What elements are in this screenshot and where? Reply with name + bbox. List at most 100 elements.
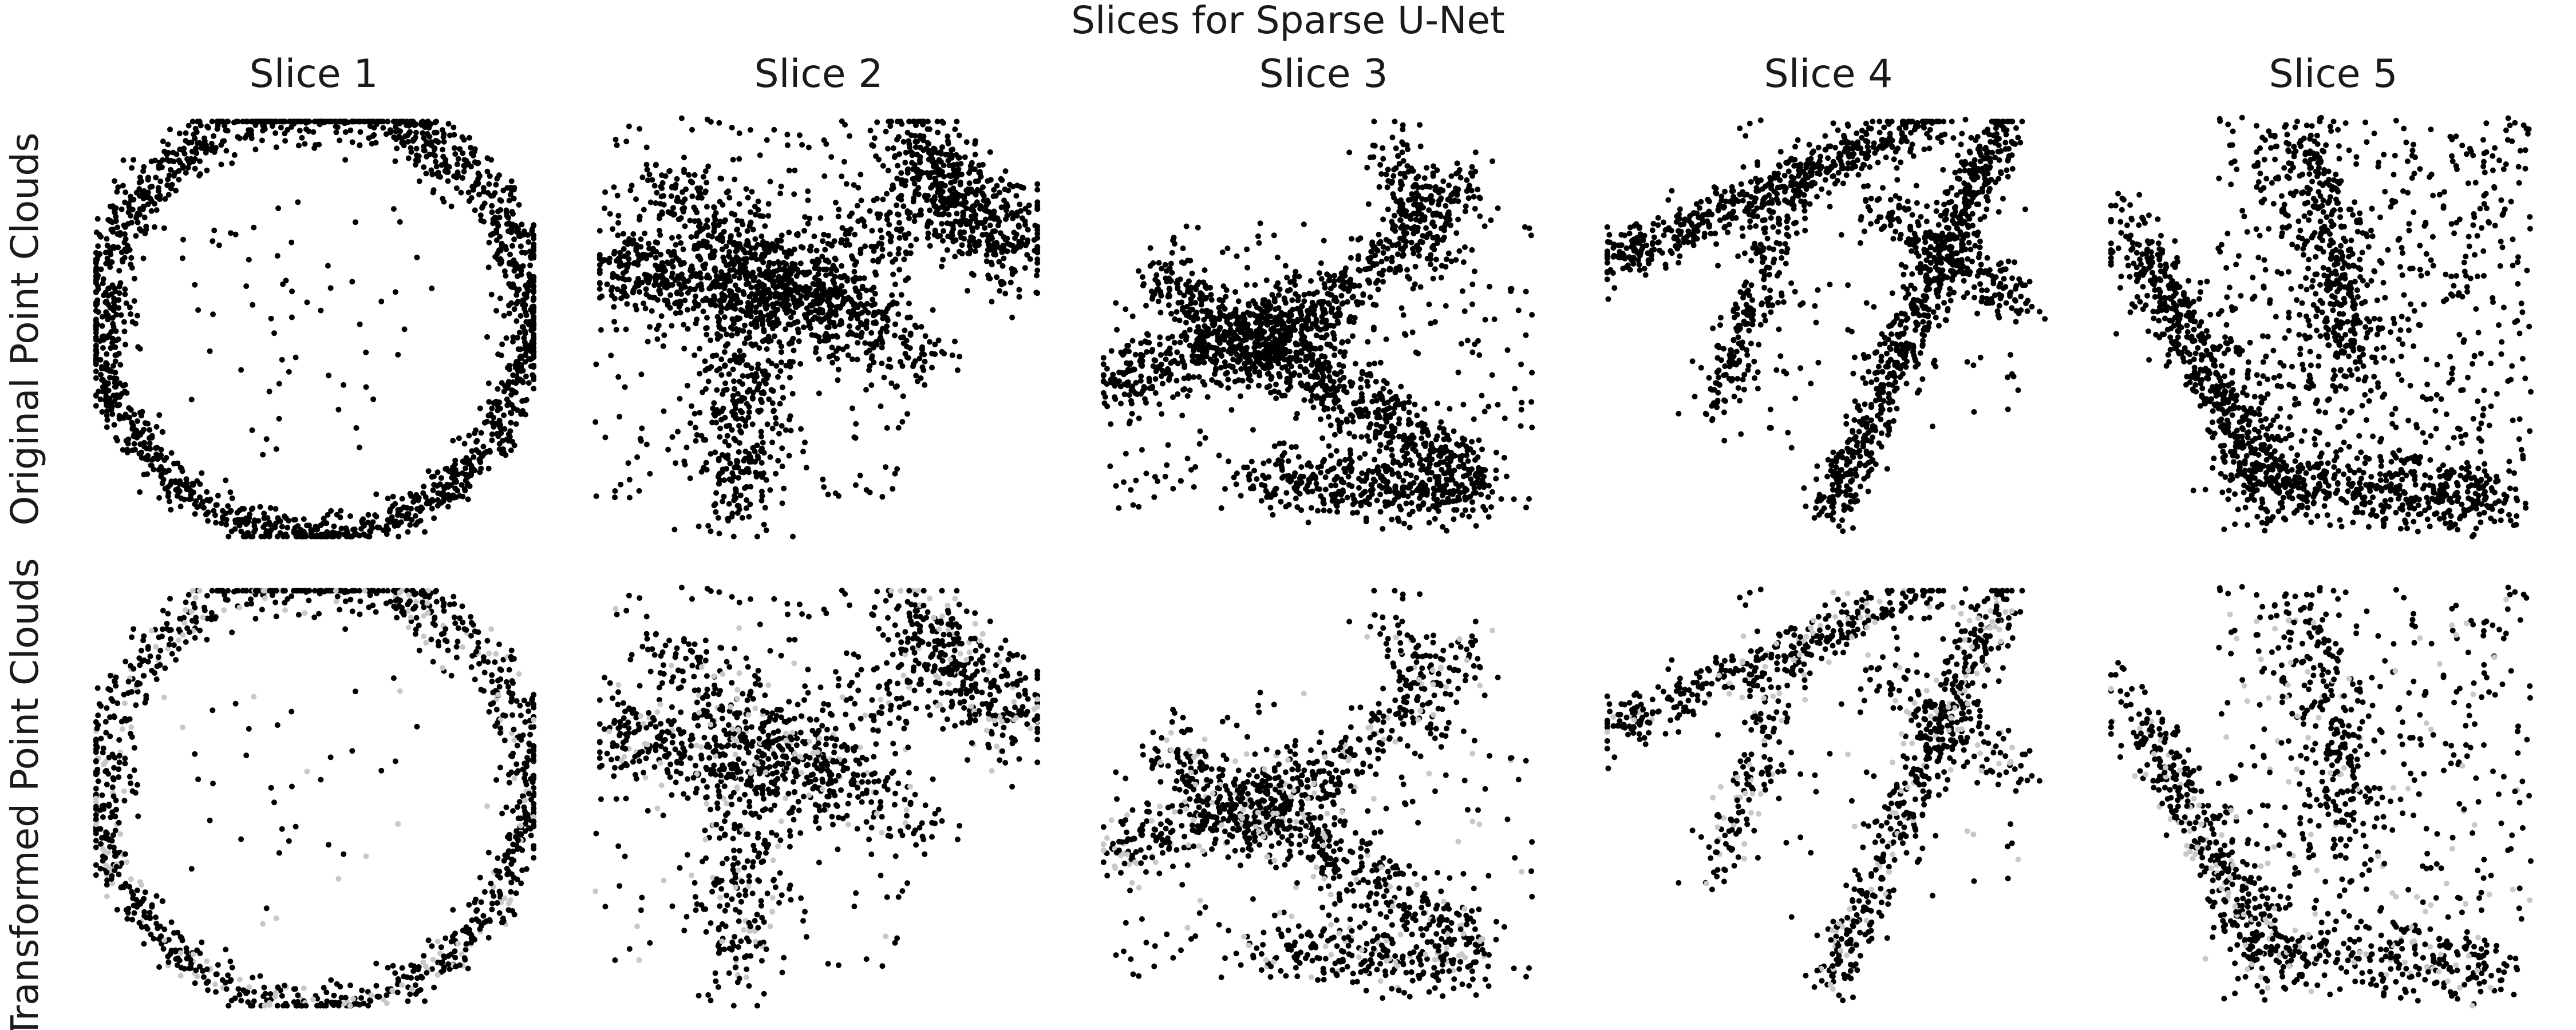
point — [729, 332, 735, 338]
point — [420, 118, 426, 125]
point — [495, 386, 501, 392]
point — [409, 517, 415, 523]
point — [180, 163, 186, 169]
point — [968, 234, 974, 240]
point — [186, 160, 192, 166]
point — [411, 136, 417, 142]
point — [952, 202, 958, 208]
point — [116, 413, 123, 419]
point — [614, 142, 620, 148]
point — [196, 118, 203, 125]
point — [405, 138, 411, 145]
point — [1182, 386, 1188, 392]
point — [681, 154, 687, 161]
point — [758, 433, 764, 439]
point — [997, 189, 1002, 196]
point — [100, 276, 106, 282]
point — [1390, 410, 1397, 416]
point — [744, 497, 750, 503]
point — [97, 356, 104, 363]
point — [1323, 318, 1329, 324]
point — [123, 300, 129, 306]
point — [129, 220, 135, 225]
point — [501, 389, 507, 395]
point — [123, 438, 129, 444]
point — [987, 222, 993, 228]
point — [279, 524, 285, 530]
point — [152, 224, 157, 230]
point — [746, 409, 752, 415]
point — [881, 374, 887, 381]
point — [823, 141, 829, 147]
point — [768, 338, 774, 344]
point — [813, 247, 820, 253]
point — [922, 358, 928, 365]
point — [895, 163, 901, 169]
point — [659, 180, 666, 186]
point — [365, 512, 372, 518]
point — [777, 401, 783, 407]
point — [333, 118, 339, 125]
point — [811, 233, 817, 240]
point — [1017, 201, 1023, 208]
point — [213, 520, 219, 526]
point — [835, 213, 841, 220]
point — [692, 286, 698, 292]
point — [122, 231, 128, 237]
point — [653, 255, 659, 261]
point — [311, 145, 318, 151]
point — [484, 168, 491, 175]
point — [413, 492, 420, 498]
point — [863, 387, 869, 393]
point — [767, 487, 773, 493]
point — [93, 269, 99, 275]
point — [1034, 260, 1041, 266]
point — [183, 138, 189, 144]
point — [743, 505, 749, 512]
point — [746, 294, 753, 300]
point — [855, 324, 861, 331]
point — [870, 258, 876, 264]
point — [113, 205, 119, 211]
point — [607, 211, 613, 217]
point — [485, 465, 492, 472]
point — [681, 458, 688, 465]
point — [769, 325, 776, 331]
point — [860, 303, 867, 309]
point — [894, 383, 900, 389]
point — [892, 153, 898, 159]
point — [927, 207, 933, 213]
point — [909, 160, 915, 166]
point — [1285, 387, 1291, 393]
point — [1169, 249, 1175, 256]
point — [889, 292, 895, 298]
point — [434, 483, 440, 489]
point — [383, 131, 389, 137]
point — [1327, 322, 1333, 328]
point — [855, 218, 862, 224]
column-title-slice-3: Slice 3 — [1259, 52, 1388, 97]
point — [429, 286, 435, 291]
point — [167, 498, 172, 505]
point — [1138, 373, 1144, 379]
point — [1313, 316, 1319, 323]
point — [109, 291, 114, 298]
point — [888, 239, 894, 245]
point — [98, 371, 104, 378]
point — [484, 334, 490, 340]
point — [899, 419, 906, 425]
point — [786, 168, 792, 173]
point — [1444, 455, 1451, 462]
point — [879, 360, 885, 367]
point — [729, 125, 735, 130]
point — [1444, 462, 1451, 468]
point — [104, 400, 110, 406]
point — [1168, 360, 1174, 366]
point — [497, 422, 504, 428]
point — [713, 490, 720, 496]
point — [333, 129, 339, 136]
point — [301, 516, 307, 522]
point — [657, 263, 663, 270]
point — [477, 469, 483, 476]
point — [489, 405, 495, 411]
